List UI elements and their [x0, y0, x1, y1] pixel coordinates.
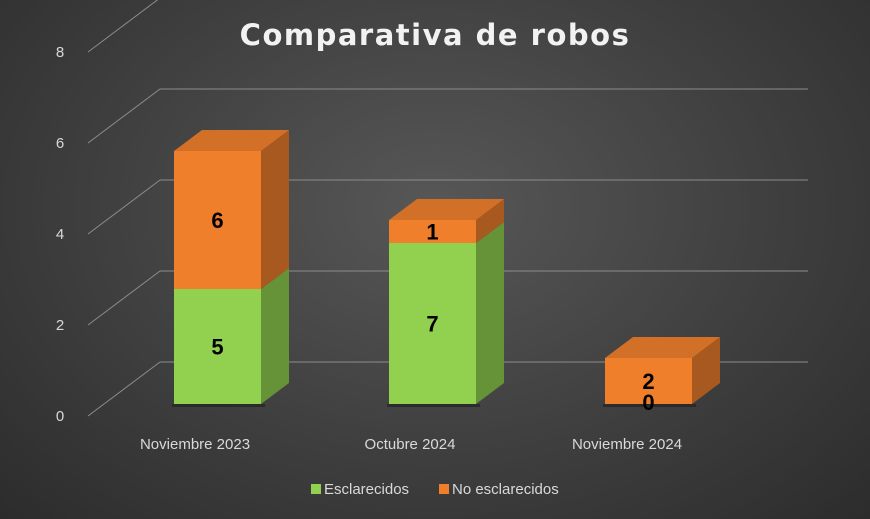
data-label: 1: [426, 220, 438, 245]
chart-title: Comparativa de robos: [239, 18, 631, 52]
legend-swatch: [439, 484, 449, 494]
legend-label: Esclarecidos: [324, 481, 409, 498]
data-label: 6: [211, 208, 223, 233]
bar-top: [389, 199, 504, 220]
y-tick-label: 6: [56, 135, 64, 152]
data-label: 0: [642, 390, 654, 415]
bar-top: [605, 337, 720, 358]
x-category-label: Octubre 2024: [365, 436, 456, 453]
bar-shadow: [603, 404, 696, 407]
legend-label: No esclarecidos: [452, 481, 559, 498]
bar-front: [174, 289, 261, 404]
data-label: 7: [426, 312, 438, 337]
bar-side: [261, 130, 289, 289]
bar-side: [261, 268, 289, 404]
bar-front: [605, 358, 692, 404]
side-gridline: [87, 0, 159, 53]
y-tick-label: 8: [56, 44, 64, 61]
side-gridline: [87, 361, 161, 417]
side-gridline: [87, 270, 161, 326]
bar-front: [389, 243, 476, 404]
bars-layer: [172, 130, 720, 407]
bar-side: [476, 222, 504, 404]
legend: Esclarecidos No esclarecidos: [311, 481, 559, 498]
bar-side: [476, 199, 504, 243]
data-label: 2: [642, 369, 654, 394]
y-tick-label: 0: [56, 408, 64, 425]
bar-front: [389, 220, 476, 243]
legend-swatch: [311, 484, 321, 494]
bar-front: [174, 151, 261, 289]
bar-shadow: [172, 404, 265, 407]
side-gridline: [87, 179, 161, 235]
x-category-label: Noviembre 2023: [140, 436, 250, 453]
bar-side: [692, 337, 720, 404]
y-tick-label: 2: [56, 317, 64, 334]
bar-shadow: [387, 404, 480, 407]
bar-top: [174, 130, 289, 151]
labels-layer: 5 6 Noviembre 2023 7 1 Octubre 2024 02 Noviembr…: [140, 208, 682, 453]
data-label: 5: [211, 335, 223, 360]
x-category-label: Noviembre 2024: [572, 436, 682, 453]
side-gridline: [87, 88, 161, 144]
y-tick-label: 4: [56, 226, 64, 243]
